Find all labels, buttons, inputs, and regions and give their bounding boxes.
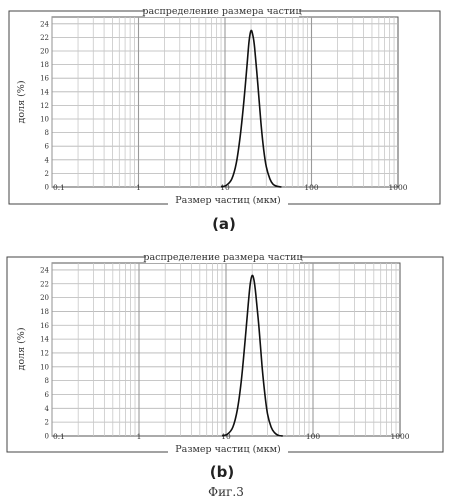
panel-b-ytick-7: 14 [40, 336, 49, 344]
panel-b-ytick-8: 16 [40, 322, 49, 330]
panel-a-ytick-7: 14 [40, 88, 49, 96]
panel-b-ytick-11: 22 [40, 280, 49, 288]
panel-a-xlabel: Размер частиц (мкм) [175, 195, 280, 206]
panel-a-ytick-11: 22 [40, 34, 49, 42]
panel-b-frame [7, 257, 443, 452]
panel-a-xtick-3: 100 [304, 183, 319, 192]
panel-a-ytick-6: 12 [40, 102, 49, 110]
panel-b-ytick-5: 10 [40, 363, 49, 371]
figure-caption: Фиг.3 [208, 485, 244, 499]
panel-b-label: (b) [210, 463, 234, 481]
panel-b-xtick-3: 100 [306, 432, 321, 441]
panel-b-ytick-4: 8 [45, 377, 49, 385]
panel-b-title: распределение размера частиц [143, 252, 302, 263]
panel-a-ytick-8: 16 [40, 75, 49, 83]
panel-a-ytick-5: 10 [40, 116, 49, 124]
panel-b-ylabel: доля (%) [16, 327, 27, 370]
panel-b-xlabel: Размер частиц (мкм) [175, 444, 280, 455]
panel-a-xtick-1: 1 [136, 183, 141, 192]
panel-a-ytick-10: 20 [40, 48, 49, 56]
panel-a-label: (a) [212, 215, 236, 233]
panel-b-ytick-6: 12 [40, 349, 49, 357]
panel-a-ytick-4: 8 [45, 129, 49, 137]
panel-b-ytick-3: 6 [45, 391, 50, 399]
panel-a-ytick-9: 18 [40, 61, 49, 69]
panel-b-xtick-0: 0.1 [53, 432, 65, 441]
panel-a-title: распределение размера частиц [142, 6, 301, 17]
panel-a-ylabel: доля (%) [16, 80, 27, 123]
panel-b-grid [52, 263, 400, 436]
panel-a-xtick-4: 1000 [388, 183, 407, 192]
panel-b-ytick-12: 24 [40, 266, 49, 274]
panel-a-xtick-0: 0.1 [53, 183, 65, 192]
panel-a-ytick-12: 24 [40, 20, 49, 28]
panel-a-ytick-3: 6 [45, 143, 50, 151]
panel-b-ytick-2: 4 [45, 405, 50, 413]
panel-a-ytick-1: 2 [45, 170, 49, 178]
panel-b-ytick-1: 2 [45, 419, 49, 427]
panel-b-ytick-0: 0 [45, 433, 49, 441]
chart-panel-a: 0246810121416182022240.11101001000 распр… [9, 5, 440, 233]
panel-b-ytick-9: 18 [40, 308, 49, 316]
panel-b-xtick-4: 1000 [390, 432, 409, 441]
panel-a-grid [52, 17, 398, 187]
panel-a-ytick-2: 4 [45, 156, 50, 164]
panel-b-ytick-10: 20 [40, 294, 49, 302]
panel-a-ytick-0: 0 [45, 184, 49, 192]
panel-b-xtick-1: 1 [137, 432, 142, 441]
chart-panel-b: 0246810121416182022240.11101001000 распр… [7, 251, 443, 481]
